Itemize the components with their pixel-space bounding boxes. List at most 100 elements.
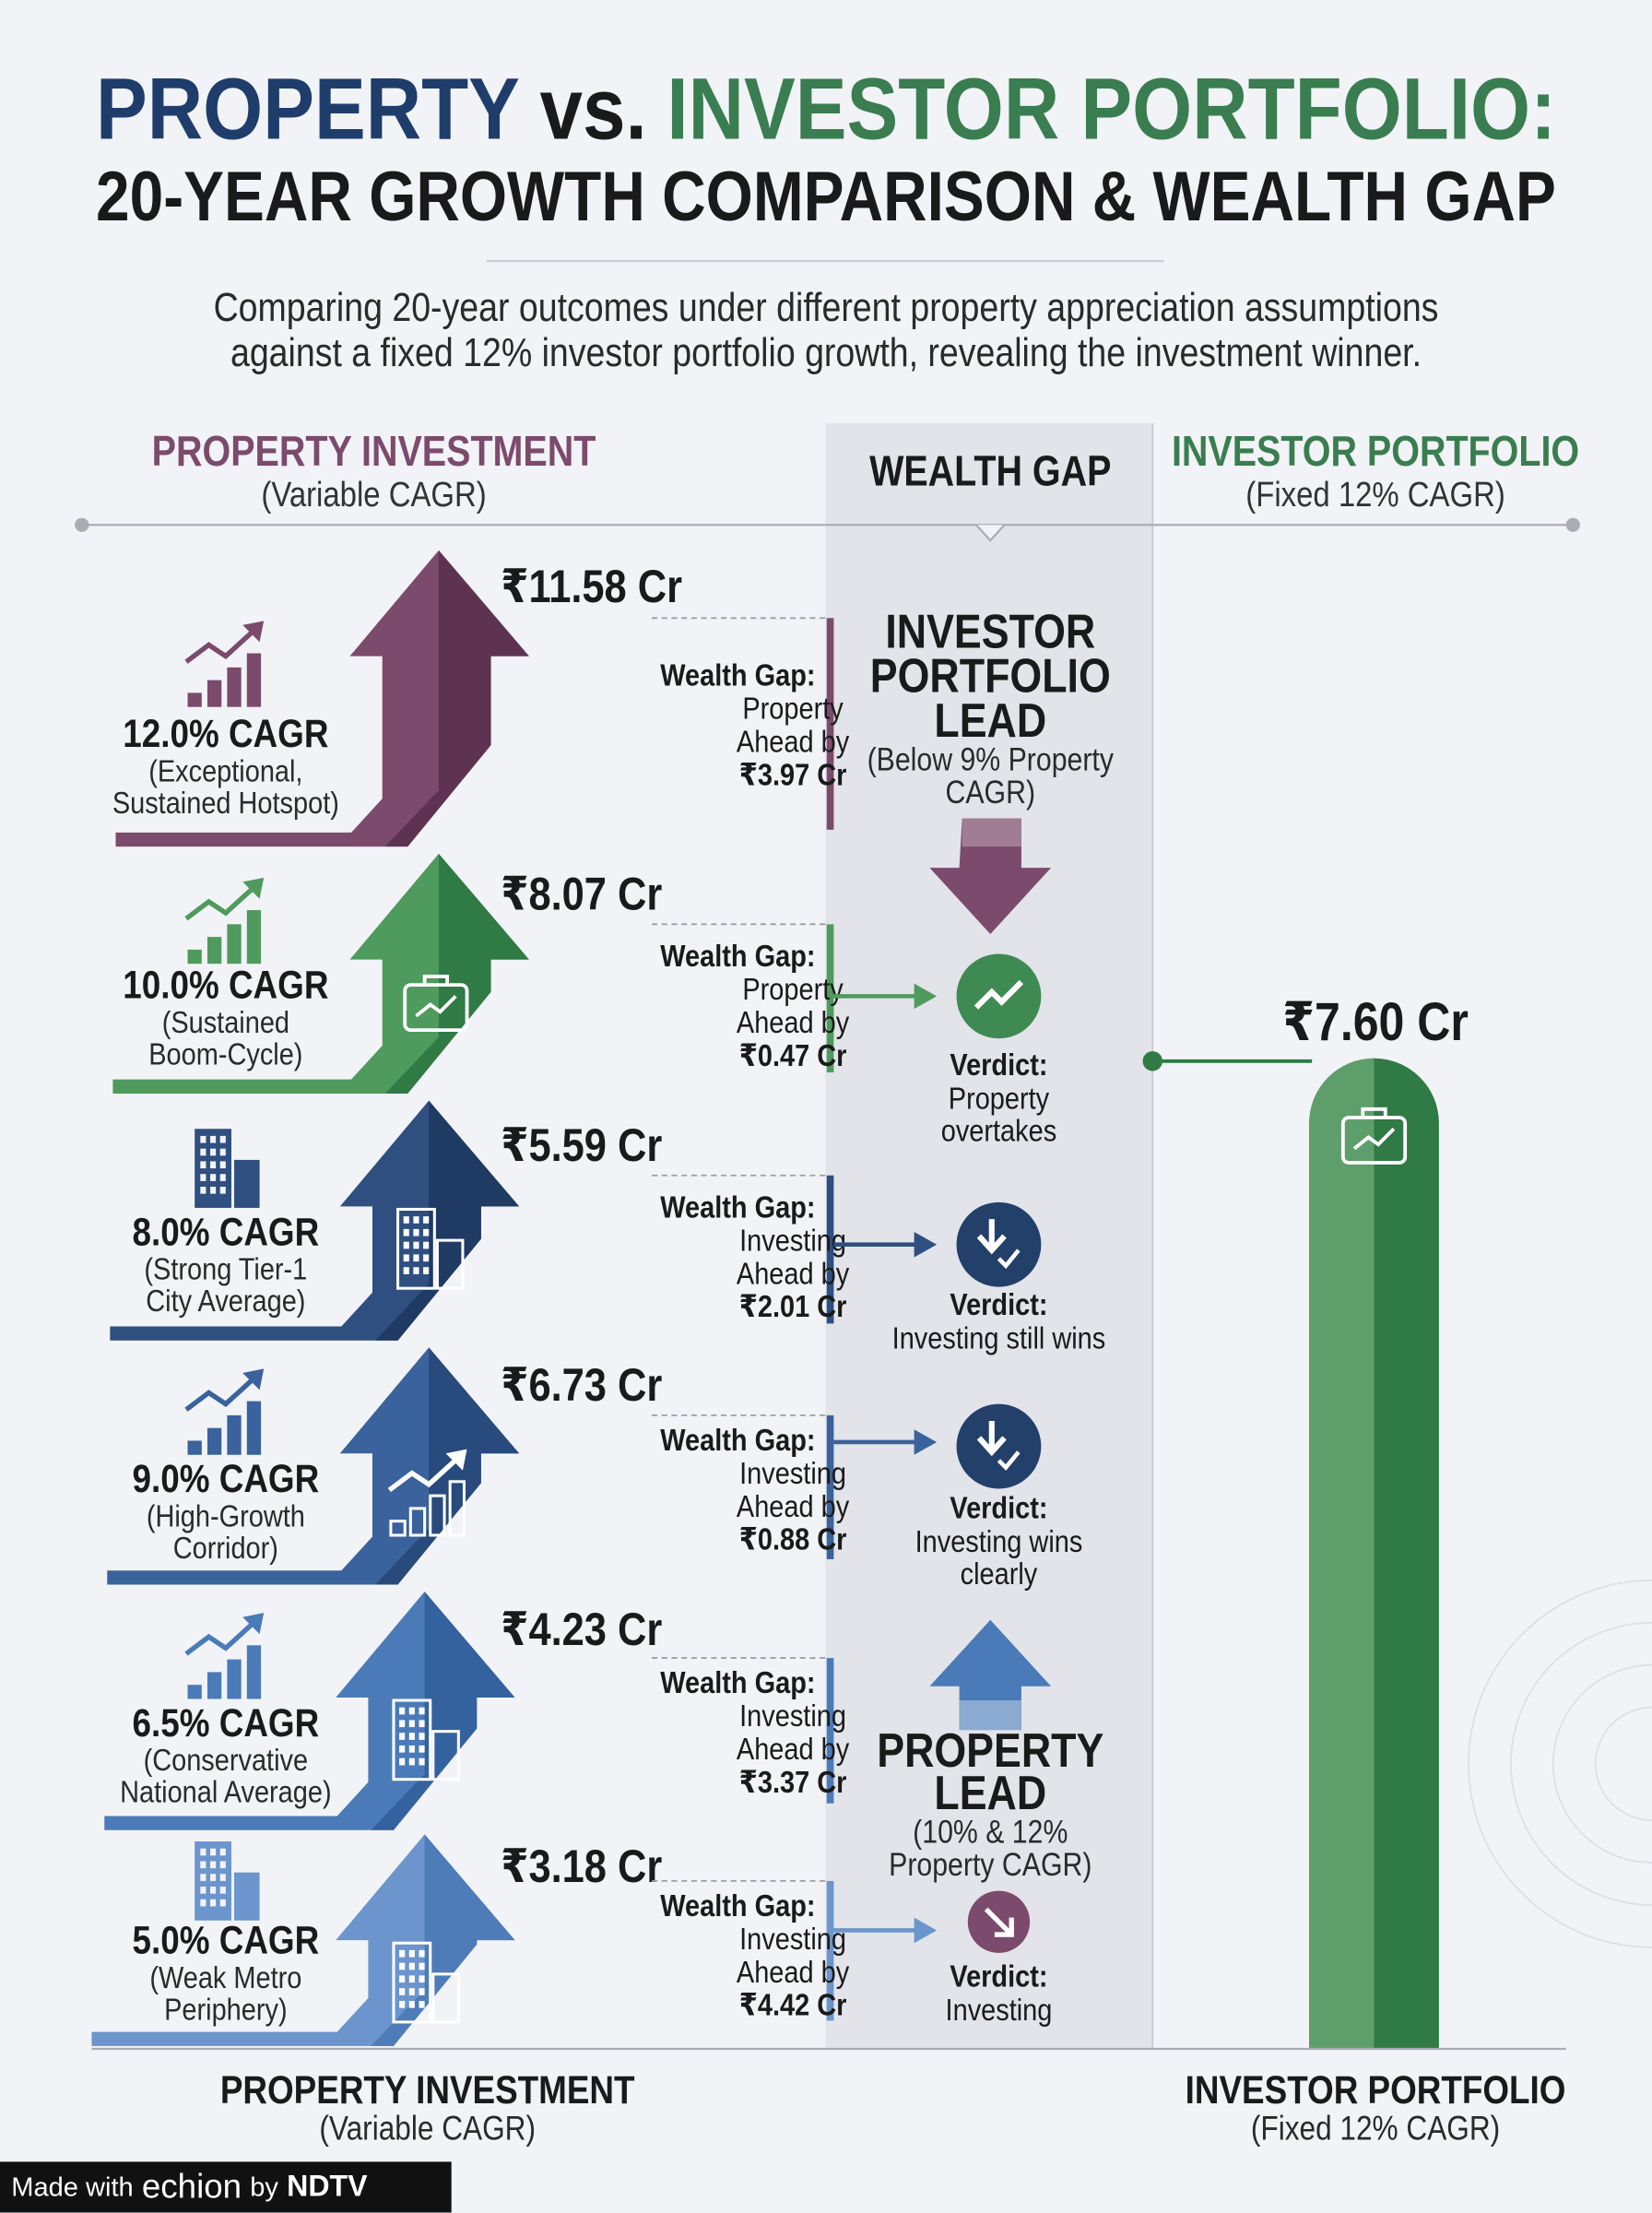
icon-window [399, 1949, 406, 1958]
icon-window [408, 1733, 415, 1740]
credit-brand: echion [142, 2167, 242, 2205]
verdict-text: Property [949, 1082, 1050, 1117]
icon-arrowhead [445, 1449, 467, 1471]
icon-case-handle [422, 975, 450, 986]
icon-window [408, 1949, 415, 1958]
icon-bar [227, 1659, 242, 1699]
icon-window [419, 1975, 425, 1983]
gap-text: Investing [739, 1922, 846, 1957]
icon-window [219, 1887, 226, 1894]
icon-window [200, 1161, 206, 1169]
icon-trend [184, 1617, 259, 1656]
cagr-desc: Corridor) [173, 1531, 278, 1566]
zone-note: (Below 9% Property [867, 740, 1115, 777]
column-title: PROPERTY INVESTMENT [152, 428, 596, 475]
verdict-text: Investing [946, 1993, 1053, 2028]
icon-window [210, 1874, 217, 1881]
gap-pointer-head [914, 1429, 938, 1455]
icon-window [219, 1186, 226, 1194]
cagr: 6.5% CAGR [133, 1701, 320, 1745]
icon-window [408, 2000, 415, 2008]
icon-window [399, 1733, 406, 1740]
gap-text: ₹3.37 Cr [739, 1765, 847, 1800]
credit-by: by [250, 2172, 278, 2202]
icon-window [419, 1949, 425, 1958]
icon-bar [246, 910, 262, 964]
icon-bar [246, 1645, 262, 1699]
cagr-desc: City Average) [146, 1284, 305, 1319]
icon-window [200, 1899, 206, 1907]
gap-label: Wealth Gap: [660, 657, 815, 692]
cagr-desc: Periphery) [164, 1992, 287, 2027]
icon-window [200, 1848, 206, 1856]
cagr-desc: Sustained Hotspot) [112, 786, 339, 821]
credit-owner: NDTV [287, 2170, 368, 2203]
gap-text: Investing [739, 1223, 846, 1258]
icon-window [219, 1848, 226, 1856]
gap-label: Wealth Gap: [660, 1665, 815, 1700]
zone-arrow-up-shade [959, 1700, 1021, 1731]
icon-bar [187, 949, 202, 964]
icon-window [403, 1267, 409, 1274]
icon-window [210, 1887, 217, 1894]
icon-window [423, 1254, 430, 1262]
icon-building [392, 1941, 432, 2024]
icon-window [413, 1254, 419, 1262]
zone-arrow-down [929, 818, 1052, 935]
icon-window [419, 1988, 425, 1995]
verdict-label: Verdict: [950, 1490, 1047, 1525]
canvas: PROPERTYvs.INVESTOR PORTFOLIO:20-YEAR GR… [0, 61, 1652, 2213]
gap-label: Wealth Gap: [660, 939, 815, 974]
credit: Made with echion by NDTV [11, 2167, 368, 2205]
icon-window [210, 1148, 217, 1156]
icon-window [210, 1861, 217, 1869]
subtitle: against a fixed 12% investor portfolio g… [230, 329, 1422, 374]
icon-window [219, 1161, 226, 1169]
icon-building [435, 1238, 465, 1290]
cagr: 8.0% CAGR [133, 1211, 320, 1254]
investor-value: ₹7.60 Cr [1282, 992, 1469, 1051]
icon-window [408, 1720, 415, 1728]
title-line-1: PROPERTYvs.INVESTOR PORTFOLIO: [96, 61, 1556, 159]
gap-text: Ahead by [737, 1256, 850, 1291]
verdict-text: overtakes [941, 1114, 1056, 1149]
icon-window [413, 1241, 419, 1249]
growth-arrow-shade [375, 1100, 520, 1341]
icon-bar [389, 1520, 407, 1537]
cagr-desc: (Weak Metro [149, 1960, 301, 1995]
gap-text: Ahead by [737, 1732, 850, 1767]
icon-arrowhead [242, 1368, 265, 1391]
gap-text: ₹3.97 Cr [739, 757, 847, 792]
zone-note: (10% & 12% [913, 1814, 1068, 1851]
title-line-2: 20-YEAR GROWTH COMPARISON & WEALTH GAP [96, 158, 1556, 236]
growth-arrow [110, 1100, 520, 1341]
column-title: INVESTOR PORTFOLIO [1172, 428, 1579, 475]
icon-bar [227, 667, 242, 707]
icon-window [210, 1899, 217, 1907]
icon-arrowhead [242, 877, 265, 899]
gap-pointer-head [914, 983, 938, 1010]
icon-arrowhead [242, 1613, 265, 1635]
growth-arrow-shade [371, 1834, 515, 2046]
cagr: 5.0% CAGR [133, 1919, 320, 1962]
verdict-check [997, 1249, 1021, 1270]
gap-bar [826, 1880, 834, 2021]
icon-window [419, 1962, 425, 1970]
gap-text: Ahead by [737, 1005, 850, 1040]
icon-window [219, 1874, 226, 1881]
icon-trend [184, 1374, 259, 1412]
icon-case-trend [1352, 1127, 1396, 1151]
title-vs: vs. [540, 61, 647, 159]
gap-bar [826, 924, 834, 1073]
zone-title: INVESTOR [885, 605, 1095, 658]
gap-text: Property [742, 972, 844, 1007]
growth-arrow-shade [384, 853, 529, 1094]
icon-bar [408, 1507, 427, 1537]
zone-title: PROPERTY [877, 1724, 1103, 1778]
verdict-text: clearly [961, 1556, 1038, 1592]
growth-arrow [112, 853, 529, 1094]
icon-window [419, 1733, 425, 1740]
investor-connector-dot [1142, 1051, 1162, 1071]
growth-arrow [104, 1592, 515, 1830]
